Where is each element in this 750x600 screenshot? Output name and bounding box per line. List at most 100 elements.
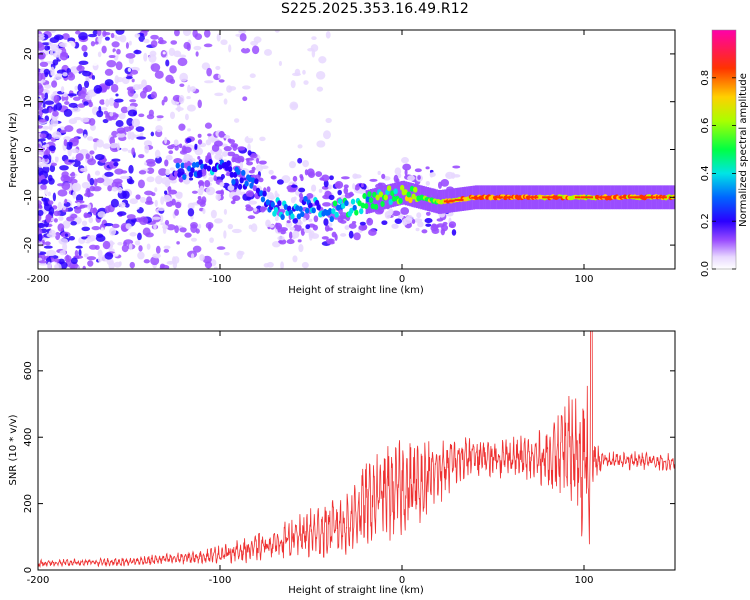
noise-blob — [230, 200, 236, 205]
noise-blob — [302, 217, 307, 222]
noise-blob — [96, 177, 105, 184]
noise-blob — [400, 207, 410, 215]
noise-blob — [315, 70, 326, 80]
noise-blob — [144, 144, 150, 154]
noise-blob — [388, 208, 394, 215]
noise-blob — [68, 236, 76, 241]
noise-blob — [38, 33, 45, 37]
signal-band — [363, 203, 369, 210]
noise-blob — [111, 223, 120, 229]
noise-blob — [286, 220, 291, 224]
spectrogram-y-tick-label: 0 — [23, 146, 34, 152]
noise-blob — [107, 185, 113, 192]
noise-blob — [421, 229, 428, 234]
noise-blob — [377, 182, 383, 186]
signal-band — [331, 208, 336, 215]
noise-blob — [121, 244, 129, 253]
noise-blob — [91, 58, 99, 66]
noise-blob — [404, 169, 408, 176]
noise-blob — [304, 132, 309, 138]
noise-blob — [424, 218, 433, 224]
noise-blob — [381, 173, 386, 180]
noise-blob — [85, 237, 95, 242]
noise-blob — [205, 186, 216, 196]
noise-blob — [132, 84, 141, 91]
noise-blob — [38, 35, 45, 41]
noise-blob — [280, 100, 291, 105]
noise-blob — [215, 65, 221, 70]
noise-blob — [97, 255, 102, 263]
noise-blob — [38, 157, 42, 164]
noise-blob — [48, 145, 56, 152]
noise-blob — [47, 191, 52, 197]
noise-blob — [118, 202, 126, 208]
noise-blob — [329, 175, 334, 181]
signal-peak — [656, 196, 667, 199]
noise-blob — [187, 128, 191, 132]
signal-band — [295, 205, 300, 212]
noise-blob — [238, 30, 247, 34]
signal-peak — [493, 196, 503, 199]
noise-blob — [219, 182, 225, 187]
noise-blob — [139, 196, 147, 203]
noise-blob — [125, 52, 136, 59]
noise-blob — [52, 59, 59, 66]
noise-blob — [162, 51, 166, 55]
noise-blob — [140, 158, 145, 164]
noise-blob — [53, 258, 60, 263]
noise-blob — [286, 239, 295, 245]
noise-blob — [63, 108, 73, 117]
noise-blob — [184, 113, 189, 121]
noise-blob — [131, 118, 141, 128]
noise-blob — [192, 30, 198, 38]
noise-blob — [308, 218, 313, 223]
signal-band — [231, 178, 236, 185]
noise-blob — [325, 117, 332, 123]
noise-blob — [135, 194, 141, 200]
noise-blob — [223, 98, 228, 105]
noise-blob — [76, 201, 81, 207]
noise-blob — [134, 33, 141, 38]
noise-blob — [183, 146, 192, 154]
noise-blob — [83, 134, 87, 139]
noise-blob — [174, 144, 179, 151]
noise-blob — [50, 66, 55, 76]
noise-blob — [323, 218, 329, 226]
noise-blob — [64, 255, 72, 263]
snr-x-axis-label: Height of straight line (km) — [288, 585, 424, 596]
signal-band — [380, 200, 385, 207]
noise-blob — [97, 211, 106, 218]
noise-blob — [50, 118, 59, 127]
noise-blob — [213, 266, 218, 269]
noise-blob — [87, 260, 94, 267]
signal-band — [375, 194, 380, 201]
signal-band — [195, 161, 200, 168]
noise-blob — [321, 174, 330, 182]
noise-blob — [103, 222, 114, 227]
noise-blob — [292, 230, 300, 239]
signal-band — [337, 198, 343, 205]
noise-blob — [52, 131, 62, 139]
noise-blob — [48, 206, 55, 215]
colorbar-ticks: 0.0 0.2 0.4 0.6 0.8 — [700, 70, 736, 277]
noise-blob — [297, 239, 302, 243]
noise-blob — [69, 178, 78, 185]
noise-blob — [51, 80, 58, 88]
noise-blob — [67, 93, 77, 97]
signal-band — [206, 165, 212, 172]
noise-blob — [96, 110, 104, 118]
noise-blob — [174, 209, 179, 216]
noise-blob — [357, 189, 367, 195]
signal-band — [191, 161, 197, 168]
noise-blob — [175, 201, 182, 209]
noise-blob — [89, 207, 98, 214]
noise-blob — [48, 200, 54, 205]
noise-blob — [287, 189, 297, 193]
noise-blob — [218, 130, 225, 138]
signal-band — [280, 213, 285, 220]
signal-band — [227, 166, 233, 173]
noise-blob — [45, 213, 52, 223]
noise-blob — [223, 208, 228, 215]
